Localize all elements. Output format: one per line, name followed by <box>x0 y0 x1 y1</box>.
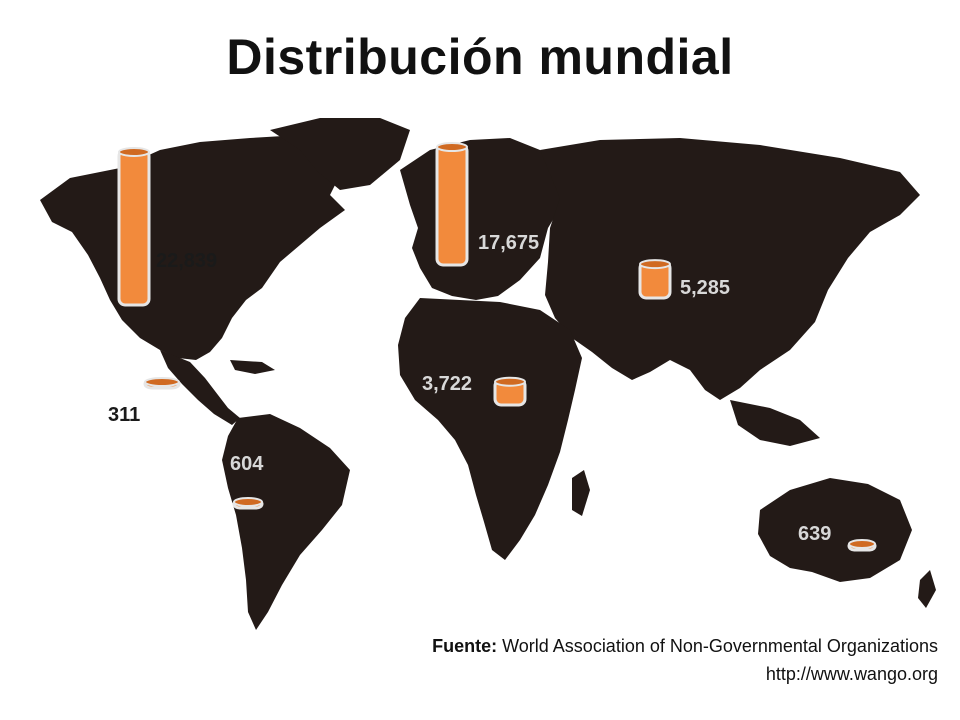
cylinder-europe <box>435 142 469 267</box>
cylinder-oceania <box>847 539 877 552</box>
cylinder-central-america <box>143 377 181 390</box>
cylinder-markers <box>117 142 877 552</box>
cylinder-cap <box>639 259 671 270</box>
page-title: Distribución mundial <box>226 29 734 85</box>
continent-africa <box>398 298 582 560</box>
continent-europe <box>400 138 565 300</box>
source-label: Fuente: <box>432 636 498 656</box>
madagascar <box>572 470 590 516</box>
cylinder-cap <box>436 142 468 153</box>
cylinder-body <box>435 143 469 267</box>
value-label-asia: 5,285 <box>680 277 731 299</box>
cylinder-body <box>117 148 151 307</box>
cylinder-cap <box>494 376 526 387</box>
continents <box>40 118 936 630</box>
continent-central-america <box>160 350 240 425</box>
value-label-south-america: 604 <box>230 453 264 475</box>
caribbean-islands <box>230 360 275 374</box>
value-label-africa: 3,722 <box>422 373 473 395</box>
value-label-north-america: 22,839 <box>156 250 218 272</box>
value-label-europe: 17,675 <box>478 232 540 254</box>
value-label-oceania: 639 <box>798 523 832 545</box>
southeast-asia-islands <box>730 400 820 446</box>
cylinder-cap <box>118 147 150 157</box>
value-label-central-america: 311 <box>108 404 141 426</box>
continent-south-america <box>222 414 350 630</box>
continent-asia <box>540 138 920 400</box>
new-zealand <box>918 570 936 608</box>
continent-australia <box>758 478 912 582</box>
cylinder-cap <box>144 377 180 387</box>
source-text: World Association of Non-Governmental Or… <box>502 636 938 656</box>
cylinder-africa <box>493 376 527 407</box>
cylinder-south-america <box>232 497 264 510</box>
continent-greenland <box>270 118 410 190</box>
source-note: Fuente: World Association of Non-Governm… <box>432 632 938 688</box>
cylinder-cap <box>233 497 263 507</box>
source-url: http://www.wango.org <box>765 664 938 684</box>
cylinder-cap <box>848 539 876 549</box>
continent-north-america <box>40 135 360 360</box>
cylinder-asia <box>638 259 672 300</box>
cylinder-north-america <box>117 147 151 307</box>
